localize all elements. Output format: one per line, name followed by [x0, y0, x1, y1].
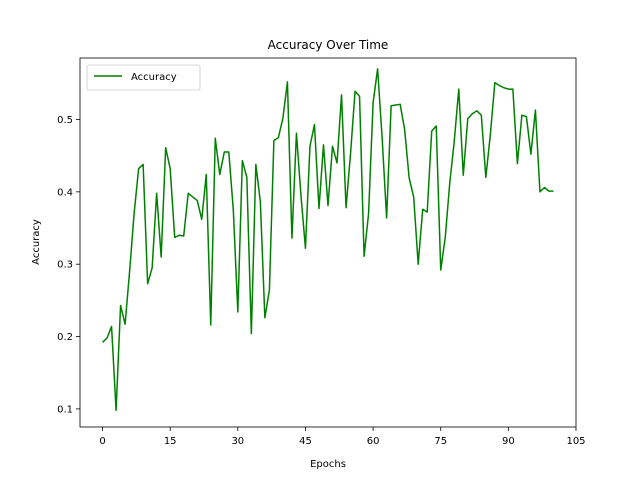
chart-title: Accuracy Over Time [268, 38, 389, 52]
legend-entry-accuracy: Accuracy [131, 72, 177, 83]
x-tick-label: 105 [566, 436, 585, 447]
y-axis-ticks: 0.1 0.2 0.3 0.4 0.5 [57, 115, 80, 415]
x-tick-label: 15 [164, 436, 177, 447]
x-tick-label: 45 [299, 436, 312, 447]
series-layer [102, 68, 554, 412]
y-tick-label: 0.1 [57, 404, 73, 415]
y-tick-label: 0.2 [57, 332, 73, 343]
plot-area: 0 15 30 45 60 75 90 105 0.1 0.2 0.3 0.4 0.5 [57, 57, 586, 447]
y-tick-label: 0.3 [57, 260, 73, 271]
x-tick-label: 0 [99, 436, 105, 447]
legend: Accuracy [86, 64, 201, 91]
y-tick-label: 0.5 [57, 115, 73, 126]
legend-box [86, 64, 201, 91]
y-axis-label: Accuracy [31, 219, 42, 265]
y-tick-label: 0.4 [57, 187, 73, 198]
x-tick-label: 75 [434, 436, 447, 447]
x-tick-label: 90 [502, 436, 515, 447]
plot-background [80, 58, 576, 427]
plot-frame [79, 57, 577, 428]
x-axis-label: Epochs [310, 459, 346, 470]
x-axis-ticks: 0 15 30 45 60 75 90 105 [99, 427, 586, 447]
series-line-accuracy [102, 68, 554, 412]
x-tick-label: 60 [367, 436, 380, 447]
x-tick-label: 30 [231, 436, 244, 447]
